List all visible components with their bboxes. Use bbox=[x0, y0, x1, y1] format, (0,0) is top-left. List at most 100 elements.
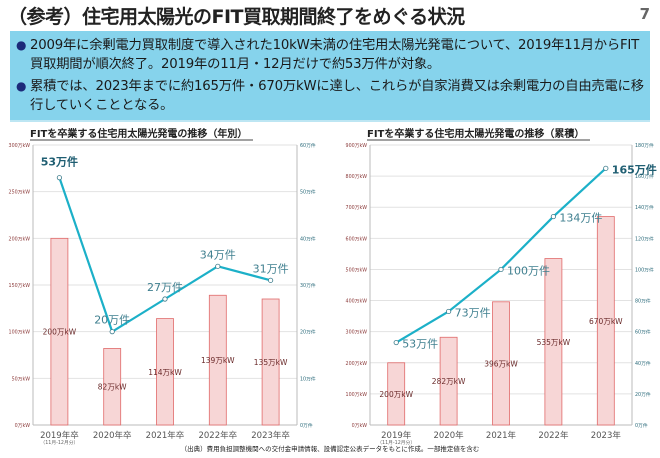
y-left-tick-label: 200万kW bbox=[346, 361, 368, 367]
line-label: 134万件 bbox=[559, 212, 602, 225]
x-tick-label: 2023年卒 bbox=[251, 430, 290, 441]
y-left-tick-label: 900万kW bbox=[346, 143, 368, 149]
line-point bbox=[215, 263, 221, 269]
x-tick-label: 2021年卒 bbox=[146, 430, 185, 441]
y-right-tick-label: 100万件 bbox=[635, 266, 654, 273]
x-tick-label: 2022年 bbox=[538, 430, 569, 441]
y-left-tick-label: 100万kW bbox=[346, 392, 368, 398]
bar-label: 139万kW bbox=[201, 356, 235, 365]
line-label: 34万件 bbox=[200, 248, 236, 261]
line-label: 31万件 bbox=[253, 262, 289, 275]
y-right-tick-label: 120万件 bbox=[635, 235, 654, 242]
chart-title: FITを卒業する住宅用太陽光発電の推移（年別） bbox=[30, 127, 247, 140]
x-tick-note: （11月-12月分） bbox=[40, 439, 78, 446]
bar bbox=[492, 301, 510, 426]
source-note: （出典）費用負担調整機関への交付金申請情報、設備認定公表データをもとに作成。一部… bbox=[180, 445, 480, 453]
x-tick-note: （11月-12月分） bbox=[377, 439, 415, 446]
x-tick-label: 2021年 bbox=[486, 430, 517, 441]
summary-bullet: ● 2009年に余剰電力買取制度で導入された10kW未満の住宅用太陽光発電について… bbox=[16, 36, 646, 74]
y-left-tick-label: 200万kW bbox=[9, 236, 31, 242]
bar-label: 670万kW bbox=[589, 317, 623, 326]
y-left-tick-label: 500万kW bbox=[346, 267, 368, 273]
line-point bbox=[550, 213, 557, 220]
x-tick-label: 2022年卒 bbox=[198, 430, 237, 441]
bullet-icon: ● bbox=[16, 79, 27, 93]
y-left-tick-label: 50万kW bbox=[12, 376, 31, 382]
line-point bbox=[445, 308, 452, 315]
line-label: 100万件 bbox=[507, 264, 550, 277]
y-left-tick-label: 300万kW bbox=[346, 330, 368, 336]
line-point bbox=[109, 329, 115, 335]
page-title: （参考）住宅用太陽光のFIT買取期間終了をめぐる状況 bbox=[8, 6, 465, 28]
bar bbox=[544, 258, 563, 426]
line-label: 20万件 bbox=[94, 314, 130, 327]
bar bbox=[387, 362, 406, 426]
line-point bbox=[267, 277, 274, 283]
y-right-tick-label: 180万件 bbox=[635, 142, 654, 149]
line-point bbox=[498, 266, 504, 273]
bullet-icon: ● bbox=[16, 38, 27, 52]
line-point bbox=[393, 339, 399, 346]
y-right-tick-label: 40万件 bbox=[635, 360, 651, 367]
bar bbox=[261, 298, 280, 426]
y-left-tick-label: 250万kW bbox=[9, 190, 31, 196]
y-right-tick-label: 20万件 bbox=[300, 329, 316, 336]
y-right-tick-label: 20万件 bbox=[635, 391, 651, 398]
x-tick-label: 2019年 bbox=[381, 430, 412, 441]
x-tick-label: 2020年卒 bbox=[93, 430, 132, 441]
bar-label: 200万kW bbox=[379, 390, 413, 399]
chart-title: FITを卒業する住宅用太陽光発電の推移（累積） bbox=[367, 127, 584, 140]
y-left-tick-label: 150万kW bbox=[9, 283, 31, 289]
y-left-tick-label: 700万kW bbox=[346, 205, 368, 211]
y-right-tick-label: 40万件 bbox=[300, 235, 316, 242]
bullet-text: 累積では、2023年までに約165万件・670万kWに達し、これらが自家消費又は… bbox=[30, 79, 644, 113]
bar-label: 282万kW bbox=[432, 377, 466, 386]
y-right-tick-label: 60万件 bbox=[300, 142, 316, 149]
bar bbox=[208, 294, 227, 426]
y-left-tick-label: 300万kW bbox=[9, 143, 31, 149]
line-point bbox=[603, 165, 609, 171]
bar bbox=[596, 216, 615, 426]
bar bbox=[103, 348, 122, 426]
line-point bbox=[56, 175, 63, 181]
bar-label: 114万kW bbox=[148, 368, 182, 377]
y-left-tick-label: 0万kW bbox=[352, 423, 368, 429]
x-tick-label: 2020年 bbox=[434, 430, 465, 441]
line-series bbox=[58, 177, 271, 334]
y-right-tick-label: 30万件 bbox=[300, 282, 316, 289]
bar-label: 82万kW bbox=[98, 383, 127, 392]
line-label: 53万件 bbox=[41, 155, 78, 169]
y-left-tick-label: 400万kW bbox=[346, 299, 368, 305]
line-label: 53万件 bbox=[402, 338, 438, 351]
bar-label: 200万kW bbox=[43, 328, 77, 337]
y-left-tick-label: 800万kW bbox=[346, 174, 368, 180]
y-right-tick-label: 140万件 bbox=[635, 204, 654, 211]
bar bbox=[439, 336, 458, 426]
bullet-text: 2009年に余剰電力買取制度で導入された10kW未満の住宅用太陽光発電について、… bbox=[30, 38, 640, 72]
line-label: 73万件 bbox=[455, 306, 491, 319]
y-right-tick-label: 10万件 bbox=[300, 375, 316, 382]
page-number: 7 bbox=[639, 5, 650, 23]
line-label: 27万件 bbox=[147, 281, 183, 294]
y-right-tick-label: 0万件 bbox=[300, 422, 313, 429]
y-left-tick-label: 600万kW bbox=[346, 236, 368, 242]
y-left-tick-label: 100万kW bbox=[9, 330, 31, 336]
x-tick-label: 2019年卒 bbox=[40, 430, 79, 441]
y-right-tick-label: 160万件 bbox=[635, 173, 654, 180]
y-right-tick-label: 50万件 bbox=[300, 189, 316, 196]
line-label: 165万件 bbox=[612, 162, 657, 176]
bar bbox=[50, 237, 69, 426]
y-right-tick-label: 80万件 bbox=[635, 298, 651, 305]
bar bbox=[156, 318, 174, 426]
y-right-tick-label: 0万件 bbox=[635, 422, 648, 429]
summary-bullet: ● 累積では、2023年までに約165万件・670万kWに達し、これらが自家消費又… bbox=[16, 77, 646, 115]
bar-label: 535万kW bbox=[537, 338, 571, 347]
y-right-tick-label: 60万件 bbox=[635, 329, 651, 336]
summary-box bbox=[10, 31, 650, 122]
line-point bbox=[162, 296, 168, 302]
bar-label: 396万kW bbox=[484, 359, 518, 368]
y-left-tick-label: 0万kW bbox=[15, 423, 31, 429]
x-tick-label: 2023年 bbox=[591, 430, 622, 441]
